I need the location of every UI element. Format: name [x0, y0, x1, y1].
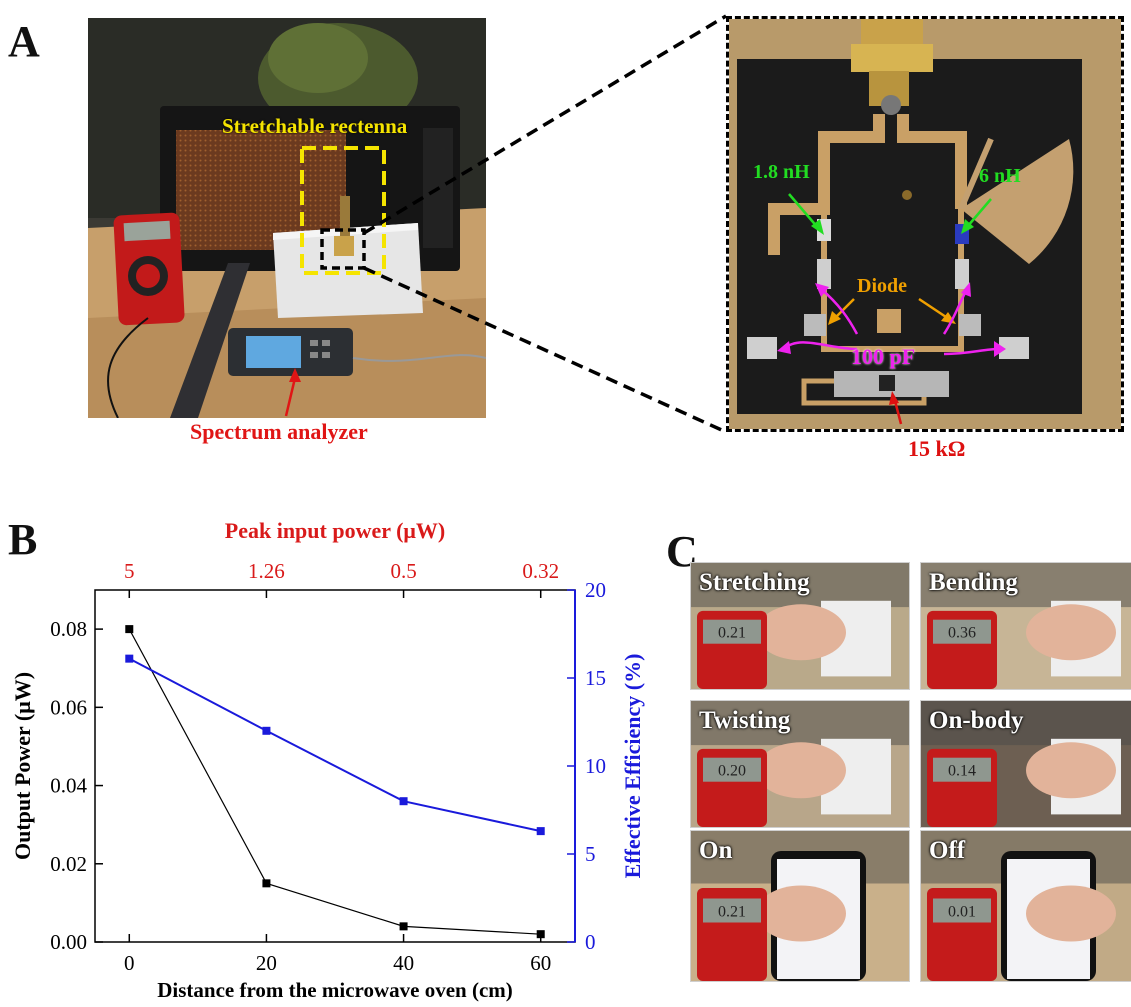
panel-c-photo: 0.01 Off: [920, 830, 1131, 982]
photo-label: On-body: [929, 707, 1024, 734]
series-2-point: [536, 827, 545, 836]
zoom-connectors: [363, 14, 727, 434]
panel-c-photo: 0.36 Bending: [920, 562, 1131, 690]
spectrum-analyzer-label: Spectrum analyzer: [190, 419, 368, 444]
x-axis-title: Distance from the microwave oven (cm): [157, 978, 513, 1002]
multimeter-reading: 0.20: [718, 763, 746, 780]
series-1-point: [399, 922, 408, 931]
circuit-drawing: [729, 19, 1121, 429]
photo-scene: 0.20: [691, 701, 909, 827]
series-1-line: [128, 628, 541, 935]
x-tick-label: 60: [530, 951, 551, 975]
series-1-point: [536, 930, 545, 939]
multimeter-reading: 0.01: [948, 904, 976, 921]
y2-tick-label: 20: [585, 578, 606, 602]
series-1-point: [262, 879, 271, 888]
panel-c-photo: 0.20 Twisting: [690, 700, 910, 828]
y2-tick-label: 15: [585, 666, 606, 690]
x-tick-label: 20: [256, 951, 277, 975]
top-tick-label: 1.26: [248, 559, 285, 583]
multimeter-reading: 0.14: [948, 763, 976, 780]
setup-photo: [88, 18, 486, 418]
top-tick-label: 0.32: [522, 559, 559, 583]
photo-label: On: [699, 837, 733, 864]
y2-axis-title: Effective Efficiency (%): [620, 654, 645, 879]
multimeter-reading: 0.21: [718, 625, 746, 642]
inductor-right-label: 6 nH: [979, 165, 1021, 187]
multimeter-reading: 0.21: [718, 904, 746, 921]
photo-scene: 0.21: [691, 831, 909, 981]
y2-tick-label: 10: [585, 754, 606, 778]
photo-scene: 0.36: [921, 563, 1131, 689]
series-2-point: [399, 797, 408, 806]
series-2-point: [262, 726, 271, 735]
photo-scene: 0.14: [921, 701, 1131, 827]
series-1-point: [125, 625, 134, 634]
photo-scene: 0.01: [921, 831, 1131, 981]
series-2-point: [125, 654, 134, 663]
capacitor-label: 100 pF: [851, 344, 916, 369]
diode-label: Diode: [857, 275, 907, 297]
y-axis-title: Output Power (μW): [10, 672, 35, 860]
chart-panel-b: 0 5 20 1.26 40 0.5 60 0.32 0.00 0.02 0.04 0.06 0.08 0…: [10, 518, 645, 1002]
inductor-left-label: 1.8 nH: [753, 161, 810, 183]
zoom-source-box: [320, 228, 366, 270]
y2-tick-label: 0: [585, 930, 596, 954]
y-tick-label: 0.02: [50, 852, 87, 876]
y-tick-label: 0.08: [50, 617, 87, 641]
rectenna-label: Stretchable rectenna: [222, 114, 408, 138]
y-tick-label: 0.06: [50, 695, 87, 719]
panel-a-letter: A: [8, 17, 40, 66]
y-tick-label: 0.00: [50, 930, 87, 954]
multimeter-reading: 0.36: [948, 625, 976, 642]
circuit-photo: 1.8 nH 6 nH Diode 100 pF: [726, 16, 1124, 432]
photo-label: Twisting: [699, 707, 791, 734]
setup-photo-drawing: [88, 18, 486, 418]
series-2-line: [128, 657, 541, 833]
top-axis-title: Peak input power (μW): [225, 518, 445, 543]
y-tick-label: 0.04: [50, 774, 87, 798]
panel-c-photo: 0.21 On: [690, 830, 910, 982]
photo-label: Off: [929, 837, 966, 864]
panel-c-photo: 0.14 On-body: [920, 700, 1131, 828]
x-tick-label: 0: [124, 951, 135, 975]
panel-b-letter: B: [8, 515, 38, 564]
top-tick-label: 5: [124, 559, 135, 583]
x-tick-label: 40: [393, 951, 414, 975]
y2-tick-label: 5: [585, 842, 596, 866]
photo-scene: 0.21: [691, 563, 909, 689]
panel-c-photo: 0.21 Stretching: [690, 562, 910, 690]
photo-label: Bending: [929, 569, 1018, 596]
resistor-label: 15 kΩ: [908, 436, 966, 461]
top-tick-label: 0.5: [390, 559, 416, 583]
photo-label: Stretching: [699, 569, 810, 596]
